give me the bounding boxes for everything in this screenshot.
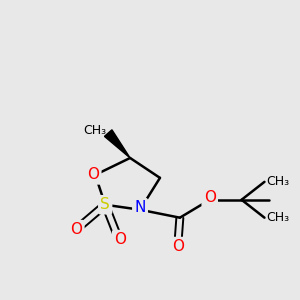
Text: CH₃: CH₃ — [266, 176, 289, 188]
Polygon shape — [104, 130, 130, 158]
Text: CH₃: CH₃ — [266, 211, 289, 224]
Text: O: O — [204, 190, 216, 205]
Text: O: O — [172, 239, 184, 254]
Text: S: S — [100, 197, 110, 212]
Text: O: O — [70, 222, 82, 237]
Text: CH₃: CH₃ — [83, 124, 106, 136]
Text: O: O — [87, 167, 99, 182]
Text: N: N — [134, 200, 146, 215]
Text: O: O — [114, 232, 126, 247]
